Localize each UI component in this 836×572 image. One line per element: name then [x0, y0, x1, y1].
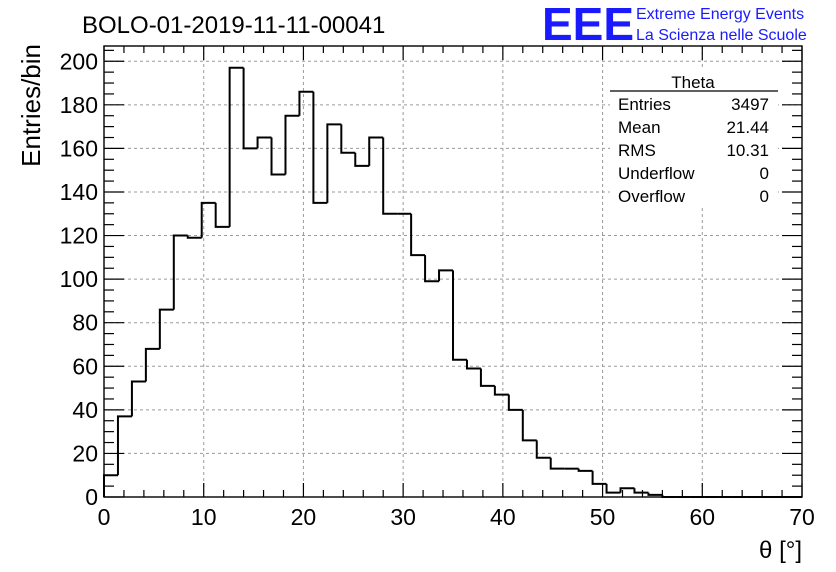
- stats-label: Underflow: [618, 164, 695, 183]
- histogram-bin: [326, 123, 342, 203]
- histogram-bin: [605, 483, 621, 494]
- y-axis-label: Entries/bin: [16, 44, 46, 167]
- x-tick-label: 20: [291, 504, 317, 530]
- histogram-bin: [298, 90, 314, 116]
- x-tick-label: 50: [590, 504, 616, 530]
- x-tick-label: 70: [789, 504, 815, 530]
- histogram-bin: [633, 488, 649, 494]
- y-tick-label: 40: [72, 397, 98, 423]
- histogram-bin: [214, 202, 230, 228]
- stats-label: Mean: [618, 118, 661, 137]
- histogram-bin: [284, 114, 300, 175]
- histogram-bin: [256, 136, 272, 149]
- stats-label: Overflow: [618, 187, 686, 206]
- histogram-bin: [270, 137, 286, 176]
- histogram-bin: [424, 255, 440, 283]
- histogram-bin: [172, 234, 188, 310]
- x-tick-label: 0: [98, 504, 111, 530]
- stats-row-overflow: Overflow 0: [618, 187, 769, 206]
- x-axis-label: θ [°]: [759, 537, 802, 564]
- logo-line2: La Scienza nelle Scuole: [636, 27, 807, 44]
- histogram-bin: [438, 269, 453, 282]
- stats-value: 0: [760, 164, 769, 183]
- histogram-bin: [340, 124, 356, 154]
- histogram-bin: [507, 394, 523, 411]
- y-tick-label: 0: [85, 484, 98, 510]
- histogram-bin: [535, 440, 551, 459]
- y-tick-label: 80: [72, 310, 98, 336]
- logo-mark: EEE: [542, 0, 634, 50]
- stats-value: 3497: [731, 95, 769, 114]
- histogram-bin: [382, 137, 398, 215]
- stats-row-rms: RMS 10.31: [618, 141, 769, 160]
- histogram-bin: [368, 136, 384, 166]
- x-tick-label: 30: [390, 504, 416, 530]
- histogram-bin: [354, 152, 370, 167]
- histogram-bin: [410, 213, 426, 257]
- y-tick-label: 200: [60, 48, 98, 74]
- x-tick-label: 40: [490, 504, 516, 530]
- histogram-bin: [242, 67, 258, 150]
- y-tick-label: 160: [60, 135, 98, 161]
- stats-value: 10.31: [726, 141, 769, 160]
- stats-box-background: [610, 70, 778, 208]
- stats-value: 0: [760, 187, 769, 206]
- stats-box: Theta Entries 3497 Mean 21.44 RMS 10.31 …: [610, 70, 778, 208]
- histogram-bin: [479, 368, 495, 387]
- x-tick-label: 10: [191, 504, 217, 530]
- y-tick-label: 60: [72, 353, 98, 379]
- histogram-bin: [228, 66, 244, 227]
- y-tick-label: 140: [60, 179, 98, 205]
- histogram-bin: [647, 492, 663, 496]
- y-tick-label: 100: [60, 266, 98, 292]
- stats-title: Theta: [671, 73, 715, 92]
- histogram-bin: [200, 201, 216, 238]
- histogram-bin: [521, 409, 537, 442]
- histogram-bin: [452, 270, 467, 361]
- stats-row-entries: Entries 3497: [618, 95, 769, 114]
- stats-row-mean: Mean 21.44: [618, 118, 769, 137]
- histogram-bin: [130, 380, 146, 417]
- plot-frame: [103, 45, 803, 498]
- histogram-bin: [158, 308, 174, 349]
- histogram: [103, 66, 802, 498]
- stats-label: RMS: [618, 141, 656, 160]
- histogram-bin: [619, 487, 635, 493]
- axes: 0 10 20 30 40 50 60 70 0 20 40 60 80 100 120 140 160 180 2…: [60, 45, 815, 530]
- stats-value: 21.44: [726, 118, 769, 137]
- stats-label: Entries: [618, 95, 671, 114]
- histogram-bin: [577, 468, 593, 472]
- x-tick-label: 60: [689, 504, 715, 530]
- histogram-bin: [186, 235, 202, 239]
- stats-row-underflow: Underflow 0: [618, 164, 769, 183]
- histogram-bin: [493, 385, 509, 396]
- eee-logo: EEE Extreme Energy Events La Scienza nel…: [542, 0, 807, 50]
- histogram-bin: [116, 415, 132, 476]
- histogram-bin: [591, 470, 607, 485]
- histogram-bin: [312, 91, 328, 204]
- y-tick-label: 180: [60, 92, 98, 118]
- histogram-bin: [144, 347, 160, 382]
- histogram-bin: [465, 359, 481, 370]
- histogram-bin: [549, 457, 565, 470]
- chart-title: BOLO-01-2019-11-11-00041: [82, 12, 385, 39]
- y-tick-label: 120: [60, 223, 98, 249]
- y-tick-label: 20: [72, 440, 98, 466]
- logo-line1: Extreme Energy Events: [636, 6, 804, 23]
